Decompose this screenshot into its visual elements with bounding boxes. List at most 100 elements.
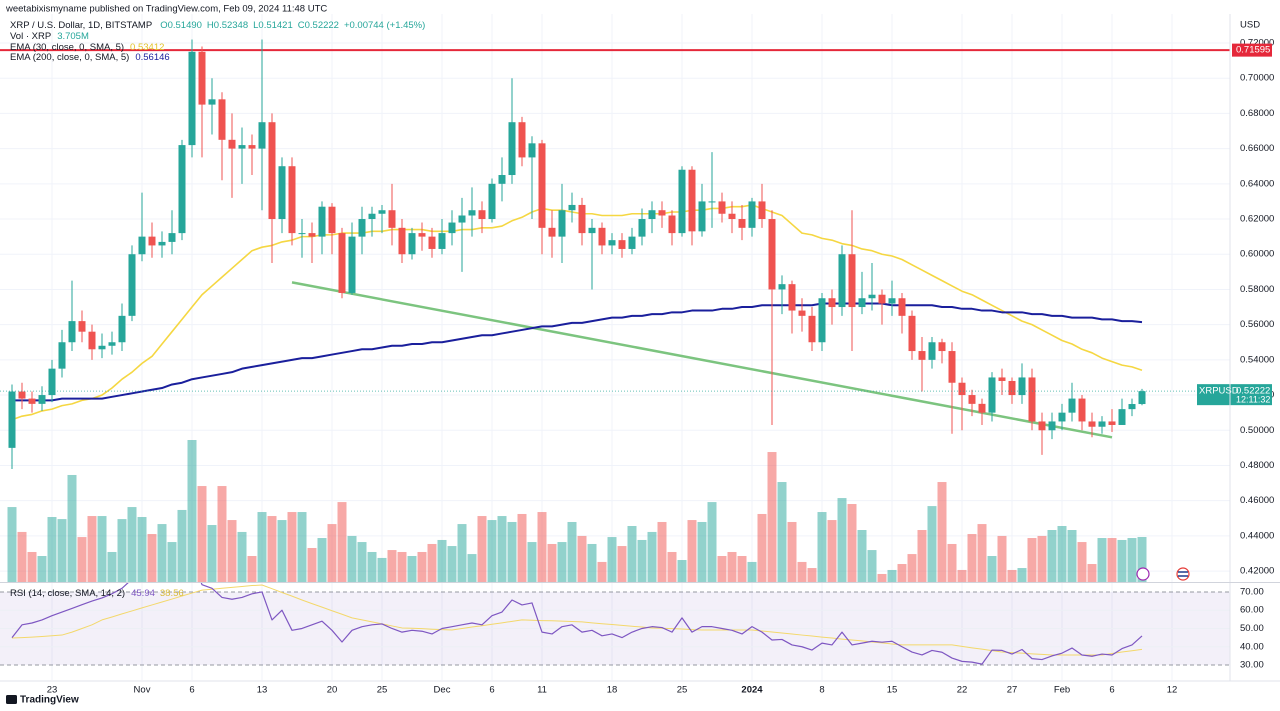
- x-tick-label: 6: [1109, 685, 1114, 696]
- candle-body: [198, 51, 206, 105]
- volume-layer: [7, 440, 1147, 582]
- candle-body: [368, 213, 376, 220]
- candle-body: [568, 204, 576, 211]
- volume-bar: [447, 546, 457, 582]
- candle-body: [608, 240, 616, 246]
- candle-body: [878, 294, 886, 304]
- candle-body: [868, 294, 876, 299]
- candle-body: [458, 215, 466, 223]
- volume-bar: [17, 531, 27, 582]
- x-tick-label: 27: [1007, 685, 1018, 696]
- volume-bar: [487, 520, 497, 582]
- candle-body: [988, 377, 996, 413]
- volume-bar: [1057, 526, 1067, 582]
- candle-body: [1048, 421, 1056, 431]
- x-tick-label: 6: [489, 685, 494, 696]
- volume-bar: [617, 546, 627, 582]
- volume-bar: [607, 537, 617, 582]
- volume-bar: [647, 531, 657, 582]
- volume-bar: [467, 554, 477, 582]
- candle-body: [8, 391, 16, 448]
- y-tick-label: 0.68000: [1240, 108, 1274, 119]
- rsi-layer: [0, 583, 1230, 666]
- candle-body: [818, 298, 826, 343]
- volume-bar: [357, 542, 367, 582]
- candle-body: [428, 236, 436, 249]
- volume-bar: [257, 512, 267, 582]
- volume-bar: [247, 556, 257, 582]
- candle-body: [1058, 412, 1066, 422]
- ema30-value: 0.53412: [130, 42, 164, 53]
- candle-body: [468, 210, 476, 216]
- y-tick-label: 0.44000: [1240, 530, 1274, 541]
- ema200-legend: EMA (200, close, 0, SMA, 5) 0.56146: [10, 52, 170, 63]
- volume-bar: [197, 486, 207, 582]
- candle-body: [748, 201, 756, 228]
- candle-body: [1018, 377, 1026, 396]
- high-value: H0.52348: [207, 20, 248, 31]
- candle-body: [848, 254, 856, 308]
- candle-body: [1108, 421, 1116, 425]
- volume-bar: [7, 507, 17, 582]
- x-tick-label: Dec: [434, 685, 451, 696]
- candle-body: [1118, 409, 1126, 425]
- volume-bar: [207, 525, 217, 582]
- level-badge: [1232, 43, 1272, 57]
- volume-bar: [687, 520, 697, 582]
- volume-bar: [67, 474, 77, 582]
- volume-bar: [727, 551, 737, 582]
- volume-bar: [627, 526, 637, 582]
- volume-bar: [387, 550, 397, 582]
- candle-body: [18, 391, 26, 399]
- volume-bar: [677, 560, 687, 582]
- volume-bar: [117, 519, 127, 582]
- candle-body: [238, 145, 246, 149]
- volume-bar: [947, 543, 957, 582]
- candle-body: [488, 183, 496, 220]
- axis-layer: 23 Nov 6 13 20 25 Dec 6 11 18 25 2024 8 15 22 27 Feb 6 12 0…: [47, 38, 1275, 696]
- candle-body: [38, 395, 46, 404]
- volume-bar: [57, 519, 67, 582]
- volume-bar: [667, 551, 677, 582]
- candle-body: [178, 145, 186, 234]
- candle-body: [438, 233, 446, 249]
- candle-body: [378, 210, 386, 214]
- volume-bar: [397, 551, 407, 582]
- candle-body: [388, 210, 396, 228]
- candle-body: [518, 122, 526, 158]
- x-tick-label: 8: [819, 685, 824, 696]
- candle-body: [598, 227, 606, 246]
- volume-bar: [587, 543, 597, 582]
- candle-body: [58, 342, 66, 369]
- candle-body: [708, 201, 716, 203]
- volume-bar: [1107, 538, 1117, 582]
- volume-bar: [657, 521, 667, 582]
- candle-body: [268, 122, 276, 220]
- rsi-name: RSI (14, close, SMA, 14, 2): [10, 588, 125, 599]
- candle-body: [318, 206, 326, 237]
- countdown: 12:11:32: [1236, 395, 1270, 405]
- candle-body: [798, 310, 806, 316]
- trendline: [291, 281, 1113, 439]
- candle-body: [98, 345, 106, 350]
- rsi-tick-label: 40.00: [1240, 641, 1264, 652]
- rsi-line: [11, 584, 1143, 656]
- candle-body: [1128, 404, 1136, 410]
- candle-body: [628, 236, 636, 249]
- candle-body: [448, 222, 456, 234]
- candle-body: [808, 315, 816, 343]
- volume-bar: [937, 482, 947, 582]
- candle-body: [398, 227, 406, 255]
- y-tick-label: 0.42000: [1240, 566, 1274, 577]
- volume-bar: [987, 556, 997, 582]
- candle-body: [738, 219, 746, 228]
- volume-bar: [1087, 564, 1097, 582]
- volume-legend: Vol · XRP 3.705M: [10, 31, 89, 42]
- rsi-ma-value: 38.56: [160, 588, 184, 599]
- candle-body: [68, 321, 76, 343]
- candle-body: [208, 99, 216, 105]
- candle-body: [248, 145, 256, 149]
- rsi-tick-label: 30.00: [1240, 660, 1264, 671]
